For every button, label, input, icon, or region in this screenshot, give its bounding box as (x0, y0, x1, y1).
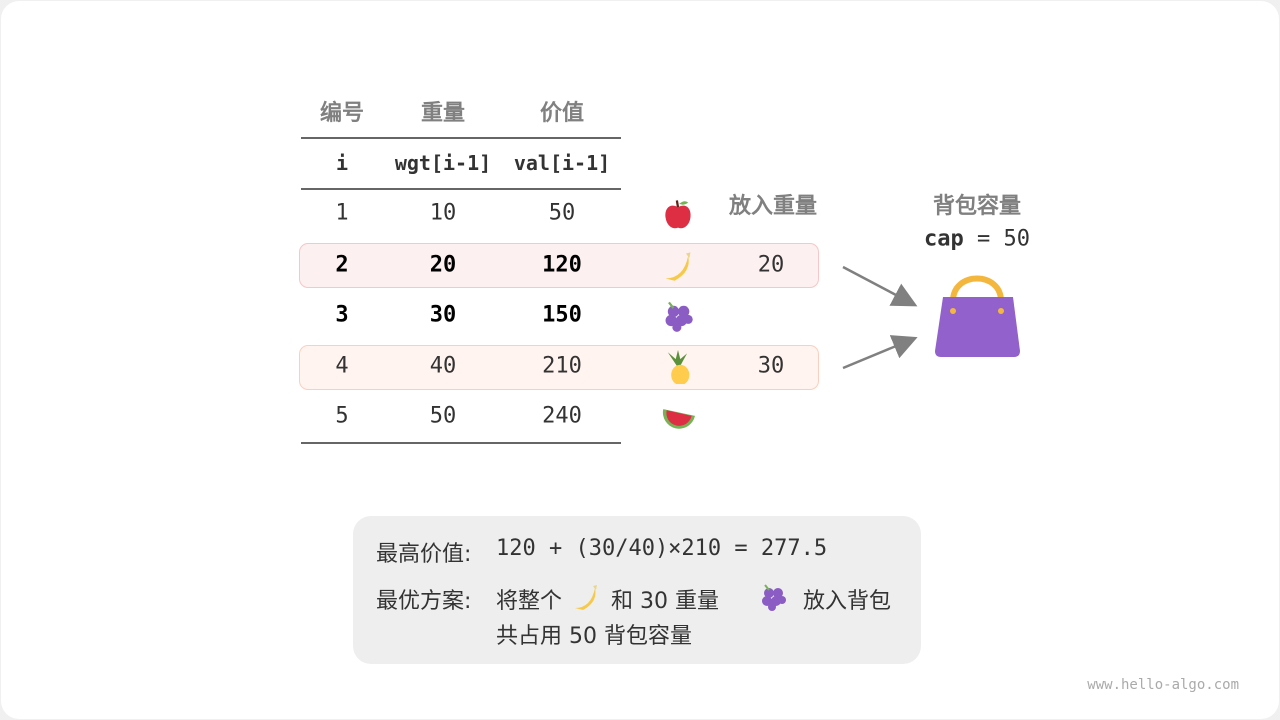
arrow-banana-to-bag (842, 265, 918, 307)
cell-weight: 30 (429, 302, 457, 328)
best-value-label: 最高价值: (376, 542, 472, 567)
banana-icon (665, 252, 691, 281)
apple-icon (665, 200, 691, 229)
header-value: 价值 (539, 101, 585, 126)
arrow-pineapple-to-bag (842, 335, 918, 370)
banana-icon (575, 585, 597, 610)
grapes-icon (665, 301, 693, 332)
best-plan-c: 放入背包 (803, 589, 892, 614)
header-id: 编号 (319, 101, 365, 126)
cell-id: 3 (335, 302, 349, 328)
grapes-icon (762, 584, 786, 611)
cell-put-in: 20 (757, 252, 785, 278)
table-bottom-rule (301, 442, 621, 444)
pineapple-icon (667, 350, 690, 384)
highlight-row-2 (299, 243, 819, 288)
cell-put-in: 30 (757, 353, 785, 379)
cell-id: 5 (335, 403, 349, 429)
best-value-formula: 120 + (30/40)×210 = 277.5 (496, 536, 828, 561)
subheader-i: i (335, 151, 349, 175)
subheader-wgt: wgt[i-1] (394, 151, 492, 175)
cell-weight: 50 (429, 403, 457, 429)
cap-label: cap (924, 226, 964, 252)
cell-weight: 40 (429, 353, 457, 379)
cap-value: = 50 (977, 226, 1030, 252)
cell-weight: 20 (429, 252, 457, 278)
watermark: www.hello-algo.com (1087, 677, 1239, 693)
bag-title: 背包容量 (932, 194, 1022, 219)
watermelon-icon (662, 409, 695, 429)
best-plan-a: 将整个 (496, 589, 563, 614)
put-in-header: 放入重量 (728, 194, 818, 219)
table-top-rule (301, 137, 621, 139)
cell-value: 50 (548, 200, 576, 226)
handbag-icon (935, 275, 1020, 357)
cell-id: 1 (335, 200, 349, 226)
best-plan-b: 和 30 重量 (611, 589, 719, 614)
header-weight: 重量 (420, 101, 466, 126)
cell-id: 4 (335, 353, 349, 379)
bag-capacity: cap = 50 (924, 227, 1030, 252)
best-plan-total: 共占用 50 背包容量 (496, 624, 692, 649)
cell-id: 2 (335, 252, 349, 278)
summary-box: 最高价值: 120 + (30/40)×210 = 277.5 最优方案: 将整… (353, 516, 921, 664)
cell-value: 120 (542, 252, 582, 278)
best-plan-label: 最优方案: (376, 589, 472, 614)
cell-value: 240 (542, 403, 582, 429)
subheader-val: val[i-1] (513, 151, 611, 175)
cell-value: 150 (542, 302, 582, 328)
highlight-row-4 (299, 345, 819, 390)
table-mid-rule (301, 188, 621, 190)
cell-weight: 10 (429, 200, 457, 226)
cell-value: 210 (542, 353, 582, 379)
